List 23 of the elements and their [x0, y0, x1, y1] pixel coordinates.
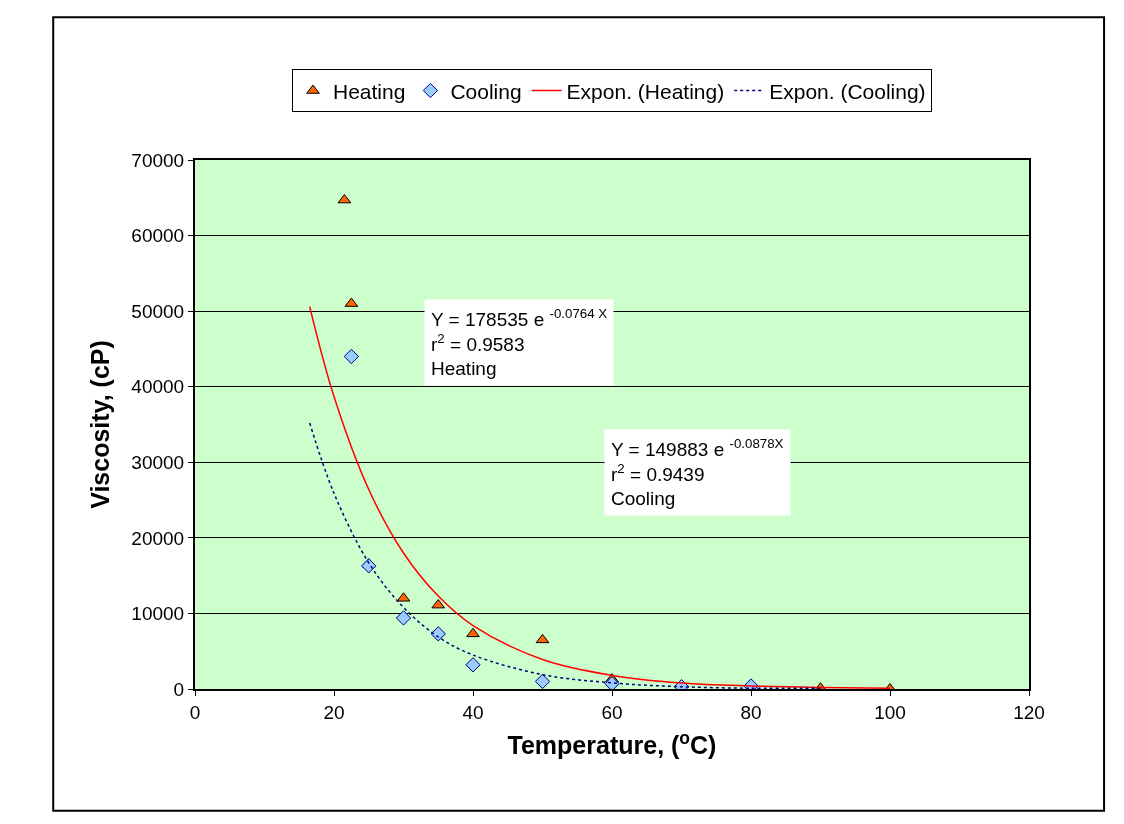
x-tick-label: 40: [462, 701, 484, 723]
y-tick-label: 50000: [131, 300, 185, 322]
legend-label: Expon. (Cooling): [769, 79, 926, 103]
x-tick-label: 80: [740, 701, 762, 723]
y-tick-label: 30000: [131, 451, 185, 473]
x-axis-title: Temperature, ($^{o}$C): [507, 727, 717, 760]
y-tick-label: 60000: [131, 225, 185, 247]
y-tick-label: 0: [173, 678, 185, 700]
y-tick-label: 10000: [131, 603, 185, 625]
legend-label: Expon. (Heating): [566, 79, 725, 103]
x-tick-label: 0: [189, 701, 201, 723]
x-tick-label: 60: [601, 701, 623, 723]
text: Y = 178535 e $^{-0.0764 X}$ r$^{2}$ = 0.9583 Heating: [431, 306, 608, 380]
x-tick-label: 20: [323, 701, 345, 723]
x-tick-label: 120: [1013, 701, 1045, 723]
y-tick-label: 20000: [131, 527, 185, 549]
text: Y = 149883 e $^{-0.0878X}$ r$^{2}$ = 0.9439 Cooling: [611, 436, 784, 510]
legend-label: Cooling: [450, 79, 522, 103]
y-axis-title: Viscosity, (cP): [85, 340, 114, 509]
x-tick-label: 100: [874, 701, 906, 723]
y-tick-label: 70000: [131, 149, 185, 171]
legend-label: Heating: [333, 79, 406, 103]
y-tick-label: 40000: [131, 376, 185, 398]
